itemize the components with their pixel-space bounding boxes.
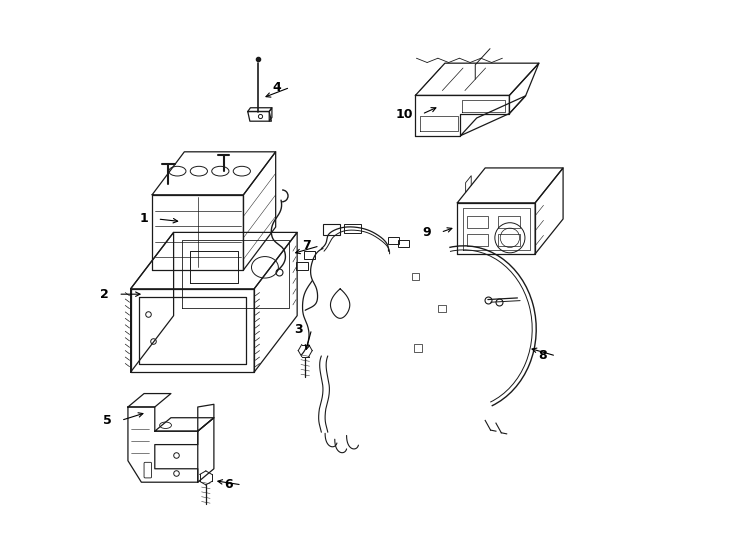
Text: 1: 1 — [139, 212, 148, 226]
Text: 10: 10 — [395, 107, 413, 121]
Bar — [304, 251, 316, 259]
Text: 4: 4 — [272, 81, 281, 94]
Bar — [398, 240, 409, 247]
Text: 5: 5 — [103, 414, 112, 427]
Bar — [412, 273, 419, 280]
Text: 2: 2 — [101, 288, 109, 301]
Text: 3: 3 — [294, 322, 302, 335]
Bar — [438, 305, 446, 313]
Bar — [344, 224, 360, 233]
Bar — [388, 237, 399, 244]
Bar — [498, 217, 520, 228]
Text: 8: 8 — [538, 349, 547, 362]
Bar — [467, 217, 488, 228]
Bar — [467, 234, 488, 246]
Bar — [414, 344, 422, 352]
Bar — [498, 234, 520, 246]
Text: 6: 6 — [224, 478, 233, 491]
Text: 9: 9 — [423, 226, 432, 239]
Text: 7: 7 — [302, 239, 310, 252]
Bar — [323, 224, 340, 235]
Bar — [296, 262, 308, 270]
